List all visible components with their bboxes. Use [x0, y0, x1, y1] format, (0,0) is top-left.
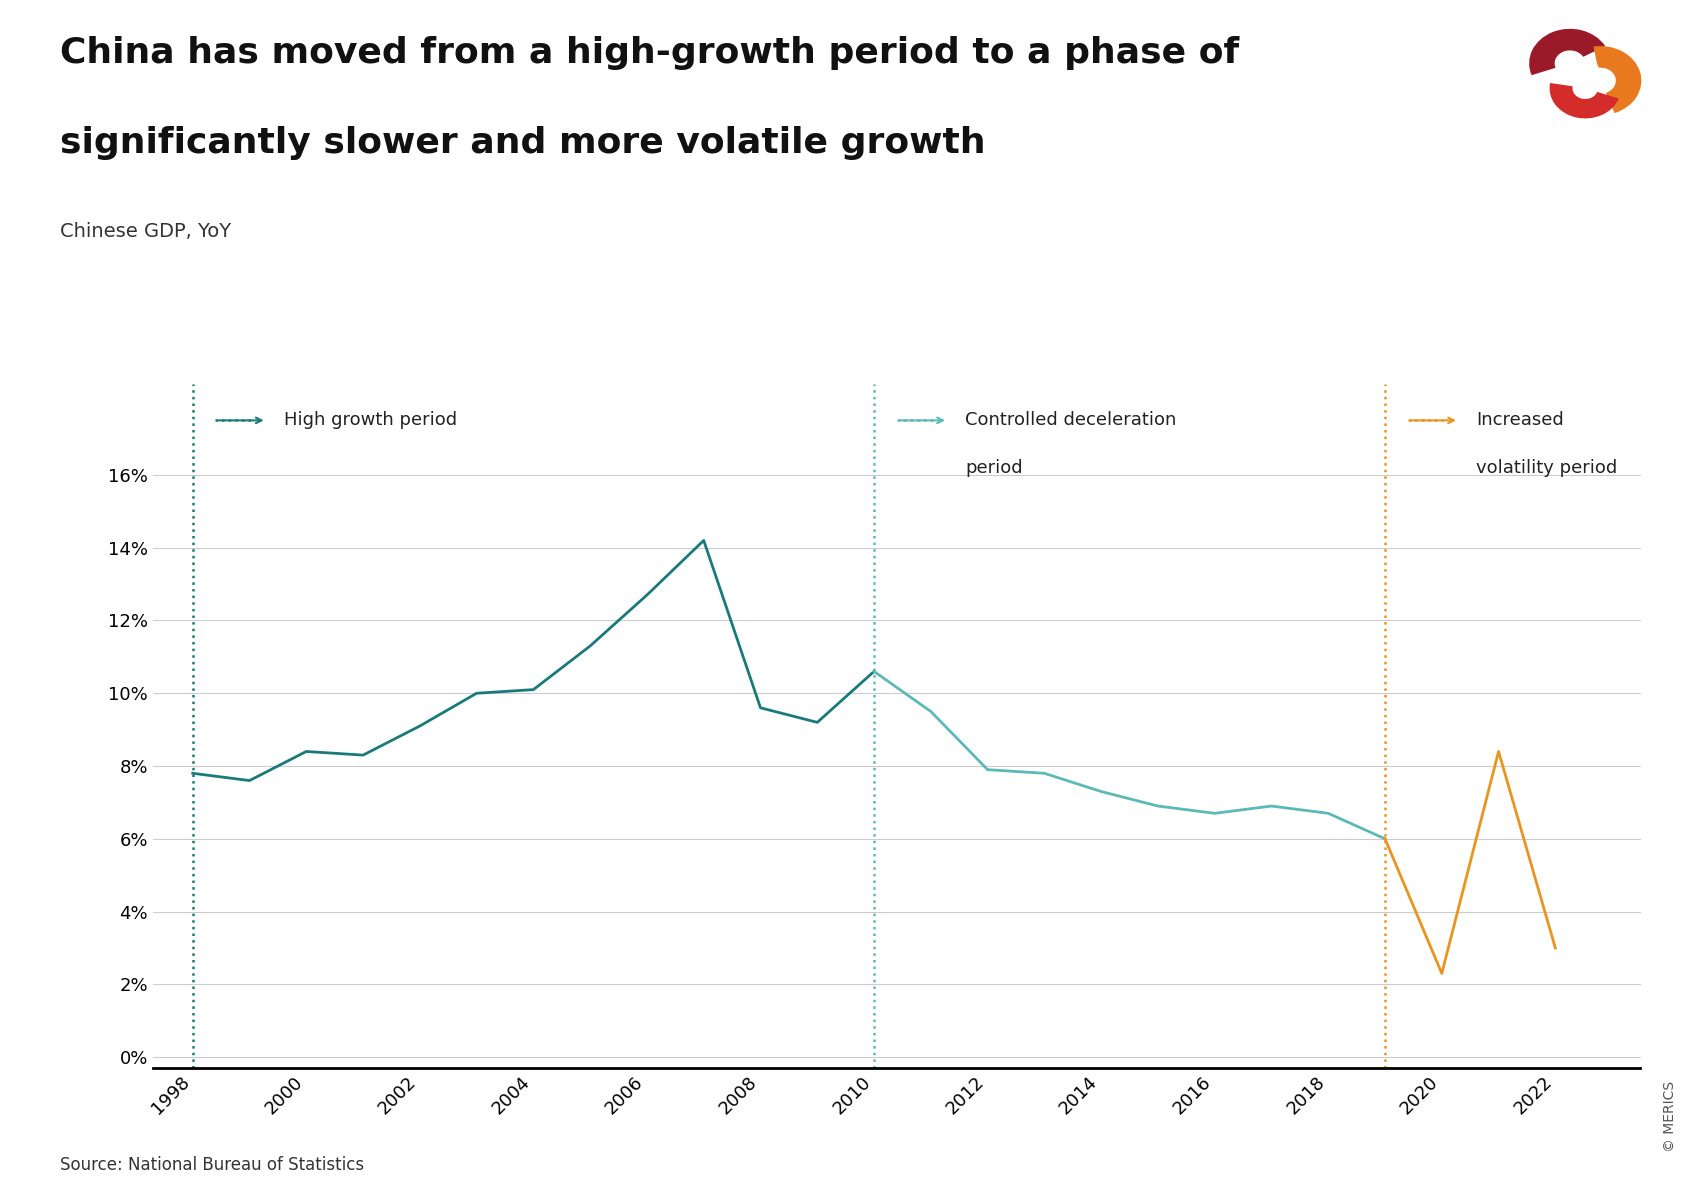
Text: High growth period: High growth period — [284, 412, 457, 430]
Text: period: period — [966, 458, 1022, 476]
Text: Chinese GDP, YoY: Chinese GDP, YoY — [60, 222, 231, 241]
Text: © MERICS: © MERICS — [1663, 1081, 1676, 1152]
Wedge shape — [1593, 46, 1640, 113]
Text: China has moved from a high-growth period to a phase of: China has moved from a high-growth perio… — [60, 36, 1239, 70]
Wedge shape — [1550, 83, 1618, 119]
Text: volatility period: volatility period — [1476, 458, 1617, 476]
Text: Increased: Increased — [1476, 412, 1564, 430]
Ellipse shape — [1571, 56, 1600, 88]
Text: Source: National Bureau of Statistics: Source: National Bureau of Statistics — [60, 1156, 364, 1174]
Text: Controlled deceleration: Controlled deceleration — [966, 412, 1176, 430]
Wedge shape — [1530, 29, 1605, 76]
Text: significantly slower and more volatile growth: significantly slower and more volatile g… — [60, 126, 984, 160]
